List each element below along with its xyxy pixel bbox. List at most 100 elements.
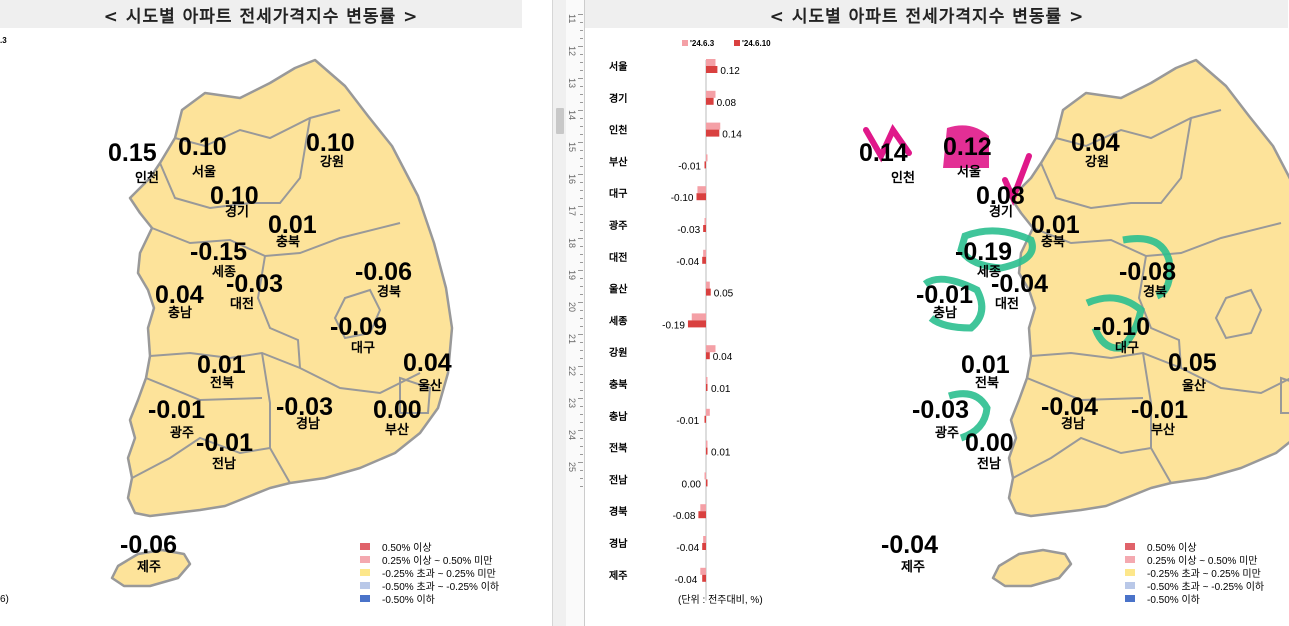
chart-legend-swatch	[682, 40, 688, 46]
ruler-tick	[578, 14, 583, 15]
chart-bar	[704, 472, 706, 480]
chart-data-label: 0.00	[682, 479, 702, 490]
chart-bar	[703, 249, 706, 257]
chart-category-label: 대전	[609, 251, 627, 264]
label-ulsan-value: 0.04	[403, 349, 452, 377]
ruler-number: 25	[567, 462, 577, 473]
chart-category-label: 서울	[609, 60, 627, 73]
legend-swatch-3	[360, 569, 370, 576]
chart-category-label: 전북	[609, 442, 627, 455]
label-seoul-value: 0.10	[178, 133, 227, 161]
ruler-tick	[580, 294, 583, 295]
jeju-shape	[110, 548, 192, 588]
chart-bar	[697, 186, 706, 194]
label-sejong-name: 세종	[212, 264, 236, 279]
label-jeju-value: -0.06	[120, 531, 177, 559]
label-gyeongbuk-name: 경북	[377, 284, 401, 299]
ruler-tick	[580, 342, 583, 343]
ruler-tick	[580, 222, 583, 223]
chart-data-label: 0.12	[720, 66, 740, 77]
r-label-chungbuk-name: 충북	[1041, 234, 1065, 249]
ruler-tick	[580, 126, 583, 127]
ruler-tick	[580, 286, 583, 287]
r-label-sejong-value: -0.19	[955, 238, 1012, 266]
r-legend-label-4: -0.50% 초과 ~ -0.25% 이하	[1147, 580, 1264, 593]
chart-bar	[706, 352, 710, 360]
r-label-gwangju-name: 광주	[935, 425, 959, 440]
ruler-tick	[580, 86, 583, 87]
chart-bar	[703, 225, 706, 232]
left-date-fragment: .3	[0, 36, 7, 45]
ruler-tick	[580, 254, 583, 255]
legend-label-3: -0.25% 초과 ~ 0.25% 미만	[382, 568, 496, 580]
right-map-labels: 0.14 인천 0.12 서울 0.04 강원 0.08 경기 0.01 충북 …	[859, 129, 1217, 574]
chart-category-label: 충남	[609, 410, 628, 423]
label-gyeongnam-value: -0.03	[276, 393, 333, 421]
chart-category-label: 부산	[609, 155, 628, 168]
chart-data-label: -0.10	[671, 193, 694, 204]
label-gwangju-value: -0.01	[148, 396, 205, 424]
chart-legend-swatch	[734, 40, 740, 46]
chart-bar	[706, 479, 708, 487]
r-legend-swatch-4	[1125, 582, 1135, 589]
ruler-tick	[580, 486, 583, 487]
ruler-tick	[578, 366, 583, 367]
chart-data-label: 0.05	[714, 289, 734, 300]
chart-data-label: -0.03	[677, 225, 700, 236]
chart-data-label: -0.04	[676, 543, 699, 554]
chart-legend-label: '24.6.3	[690, 39, 715, 48]
ruler-tick	[578, 174, 583, 175]
chart-data-label: 0.01	[711, 384, 731, 395]
scrollbar-thumb[interactable]	[556, 108, 564, 134]
label-gyeongbuk-value: -0.06	[355, 258, 412, 286]
chart-bar	[696, 193, 706, 201]
chart-category-label: 전남	[609, 473, 628, 486]
ruler-tick	[580, 470, 583, 471]
chart-bar	[691, 313, 706, 321]
chart-bar	[706, 90, 716, 98]
ruler-tick	[580, 70, 583, 71]
ruler-tick	[580, 150, 583, 151]
label-jeonbuk-name: 전북	[210, 375, 234, 390]
r-label-jeonbuk-value: 0.01	[961, 351, 1010, 379]
legend-swatch-1	[360, 543, 370, 550]
label-chungnam-value: 0.04	[155, 281, 204, 309]
ruler-tick	[580, 198, 583, 199]
label-jeju-name: 제주	[137, 559, 161, 574]
chart-category-label: 강원	[609, 346, 627, 359]
ruler-number: 16	[567, 174, 577, 185]
r-label-jeju-value: -0.04	[881, 531, 938, 559]
r-label-gyeongbuk-value: -0.08	[1119, 258, 1176, 286]
chart-bar	[706, 447, 708, 455]
chart-bar	[706, 66, 718, 73]
chart-data-label: -0.01	[676, 416, 699, 427]
chart-bar	[703, 536, 706, 543]
r-label-daegu-value: -0.10	[1093, 313, 1150, 341]
ruler-tick	[578, 46, 583, 47]
chart-data-label: -0.19	[662, 320, 685, 331]
chart-data-label: -0.01	[678, 161, 701, 172]
chart-bar	[706, 122, 721, 130]
r-label-gyeongnam-value: -0.04	[1041, 393, 1098, 421]
chart-data-label: -0.08	[673, 511, 696, 522]
label-chungnam-name: 충남	[168, 305, 192, 320]
label-chungbuk-name: 충북	[276, 234, 300, 249]
ruler-tick	[580, 390, 583, 391]
ruler-tick	[580, 374, 583, 375]
ruler-tick	[580, 134, 583, 135]
ruler-tick	[580, 38, 583, 39]
chart-bar	[706, 129, 720, 137]
chart-data-label: 0.04	[713, 352, 733, 363]
r-label-busan-name: 부산	[1151, 422, 1175, 437]
label-daejeon-name: 대전	[230, 296, 254, 311]
r-label-gyeongnam-name: 경남	[1061, 416, 1085, 431]
ruler-tick	[578, 270, 583, 271]
r-label-jeonnam-value: 0.00	[965, 429, 1014, 457]
chart-bar	[700, 567, 706, 575]
chart-data-label: 0.01	[711, 448, 731, 459]
left-map-labels: 0.15 인천 0.10 서울 0.10 강원 0.10 경기 0.01 충북 …	[108, 129, 452, 574]
ruler-tick	[580, 22, 583, 23]
ruler-tick	[580, 446, 583, 447]
r-label-sejong-name: 세종	[977, 264, 1001, 279]
r-legend-swatch-1	[1125, 543, 1135, 550]
